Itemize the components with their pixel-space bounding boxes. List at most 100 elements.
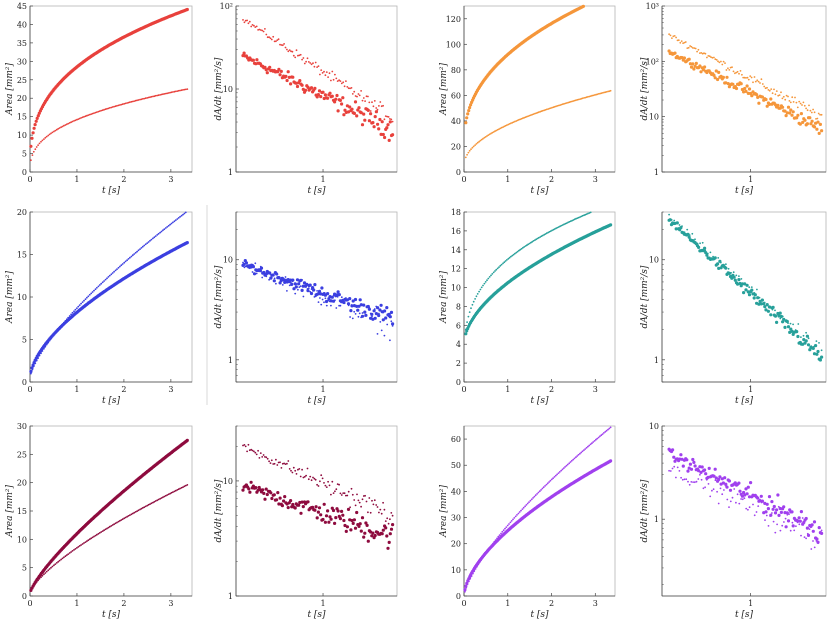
data-point [742, 291, 746, 295]
y-tick-label: 40 [17, 20, 27, 29]
data-point [476, 141, 479, 144]
data-point [607, 428, 609, 431]
data-point [380, 512, 383, 515]
data-point [510, 122, 512, 125]
data-point [466, 153, 468, 156]
data-point [258, 457, 261, 459]
data-point [384, 115, 387, 117]
data-point [335, 488, 338, 491]
data-point [291, 280, 294, 283]
data-point [554, 474, 557, 477]
data-point [48, 133, 51, 136]
data-point [256, 488, 260, 492]
data-point [375, 305, 378, 308]
y-axis-label: Area [mm²] [5, 62, 15, 116]
data-point [541, 234, 544, 237]
data-point [177, 89, 180, 92]
data-point [747, 87, 752, 91]
data-point [154, 235, 157, 238]
data-point [32, 150, 35, 153]
data-point [820, 349, 823, 352]
data-point [111, 106, 114, 108]
data-point [269, 37, 272, 40]
data-point [816, 120, 820, 124]
data-point [34, 148, 37, 151]
data-point [668, 218, 672, 222]
data-point [391, 120, 394, 123]
x-tick-label: 1 [320, 599, 325, 608]
data-point [771, 305, 775, 309]
data-point [388, 532, 392, 536]
series-small [242, 443, 394, 525]
data-point [786, 105, 791, 109]
y-tick-label: 0 [456, 168, 461, 177]
data-point [474, 144, 476, 147]
data-point [784, 320, 787, 322]
data-point [774, 93, 777, 96]
data-point [376, 506, 379, 508]
data-point [797, 323, 800, 325]
data-point [700, 52, 703, 54]
data-point [781, 105, 785, 109]
data-point [504, 527, 506, 530]
data-point [380, 105, 383, 108]
data-point [279, 461, 281, 464]
data-point [365, 95, 368, 98]
data-point [261, 456, 264, 458]
data-point [283, 280, 285, 282]
data-point [80, 544, 82, 546]
data-point [357, 304, 361, 308]
data-point [94, 534, 97, 537]
data-point [756, 95, 760, 99]
data-point [815, 127, 819, 131]
data-point [810, 548, 813, 550]
data-point [731, 66, 733, 69]
data-point [321, 72, 324, 74]
data-point [380, 329, 383, 332]
data-point [67, 316, 70, 319]
data-point [291, 50, 294, 53]
data-point [545, 108, 548, 111]
data-point [731, 496, 734, 499]
data-point [361, 498, 364, 501]
x-axis-label: t [s] [735, 186, 754, 196]
x-tick-label: 1 [320, 175, 325, 184]
data-point [86, 540, 88, 542]
y-tick-label: 50 [451, 461, 461, 470]
data-point [290, 282, 292, 284]
data-point [359, 111, 363, 115]
data-point [177, 217, 180, 219]
data-point [336, 109, 340, 113]
data-point [339, 80, 342, 82]
data-point [241, 488, 245, 492]
data-point [782, 317, 786, 321]
data-point [336, 295, 339, 298]
data-point [696, 50, 698, 53]
data-point [353, 310, 356, 313]
data-point [57, 560, 60, 563]
data-point [514, 252, 516, 255]
data-point [345, 297, 347, 299]
data-point [170, 222, 173, 225]
data-point [755, 511, 758, 513]
data-point [288, 284, 291, 287]
data-point [323, 93, 327, 97]
data-point [374, 110, 378, 114]
data-point [314, 478, 317, 481]
data-point [160, 93, 163, 96]
data-point [753, 514, 756, 517]
data-point [355, 304, 359, 308]
data-point [93, 112, 95, 114]
data-point [787, 95, 789, 98]
data-point [492, 542, 494, 545]
data-point [31, 587, 34, 589]
data-point [170, 91, 173, 94]
data-point [96, 533, 98, 536]
series-small [242, 261, 394, 342]
data-point [255, 25, 258, 28]
data-point [310, 63, 313, 66]
data-point [310, 479, 313, 482]
data-point [367, 305, 369, 308]
data-point [291, 75, 295, 79]
data-point [532, 240, 535, 242]
